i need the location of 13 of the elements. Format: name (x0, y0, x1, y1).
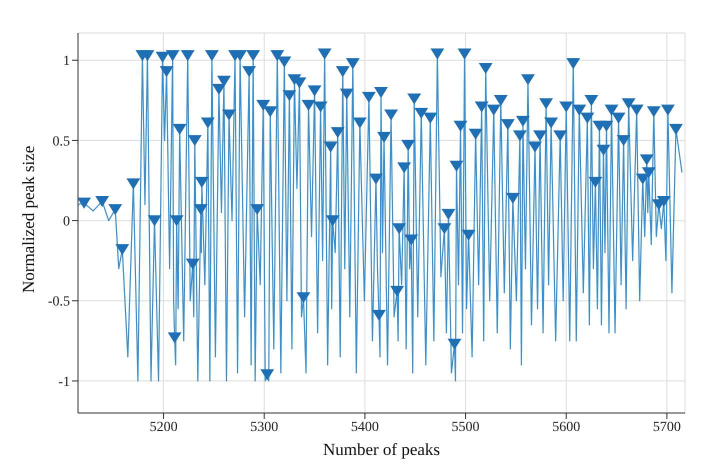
y-tick-label: -0.5 (48, 294, 70, 310)
x-tick-label: 5500 (452, 420, 480, 435)
x-tick-label: 5400 (350, 420, 379, 435)
x-tick-label: 5700 (652, 420, 681, 435)
y-tick-label: 1 (63, 54, 70, 70)
y-tick-label: -1 (58, 374, 70, 390)
x-tick-label: 5200 (150, 420, 178, 435)
x-tick-label: 5300 (250, 420, 278, 435)
y-axis-title: Normalized peak size (19, 146, 38, 293)
y-tick-label: 0.5 (52, 134, 70, 150)
x-tick-label: 5600 (552, 420, 580, 435)
y-tick-label: 0 (63, 214, 70, 230)
x-axis-title: Number of peaks (322, 440, 440, 459)
